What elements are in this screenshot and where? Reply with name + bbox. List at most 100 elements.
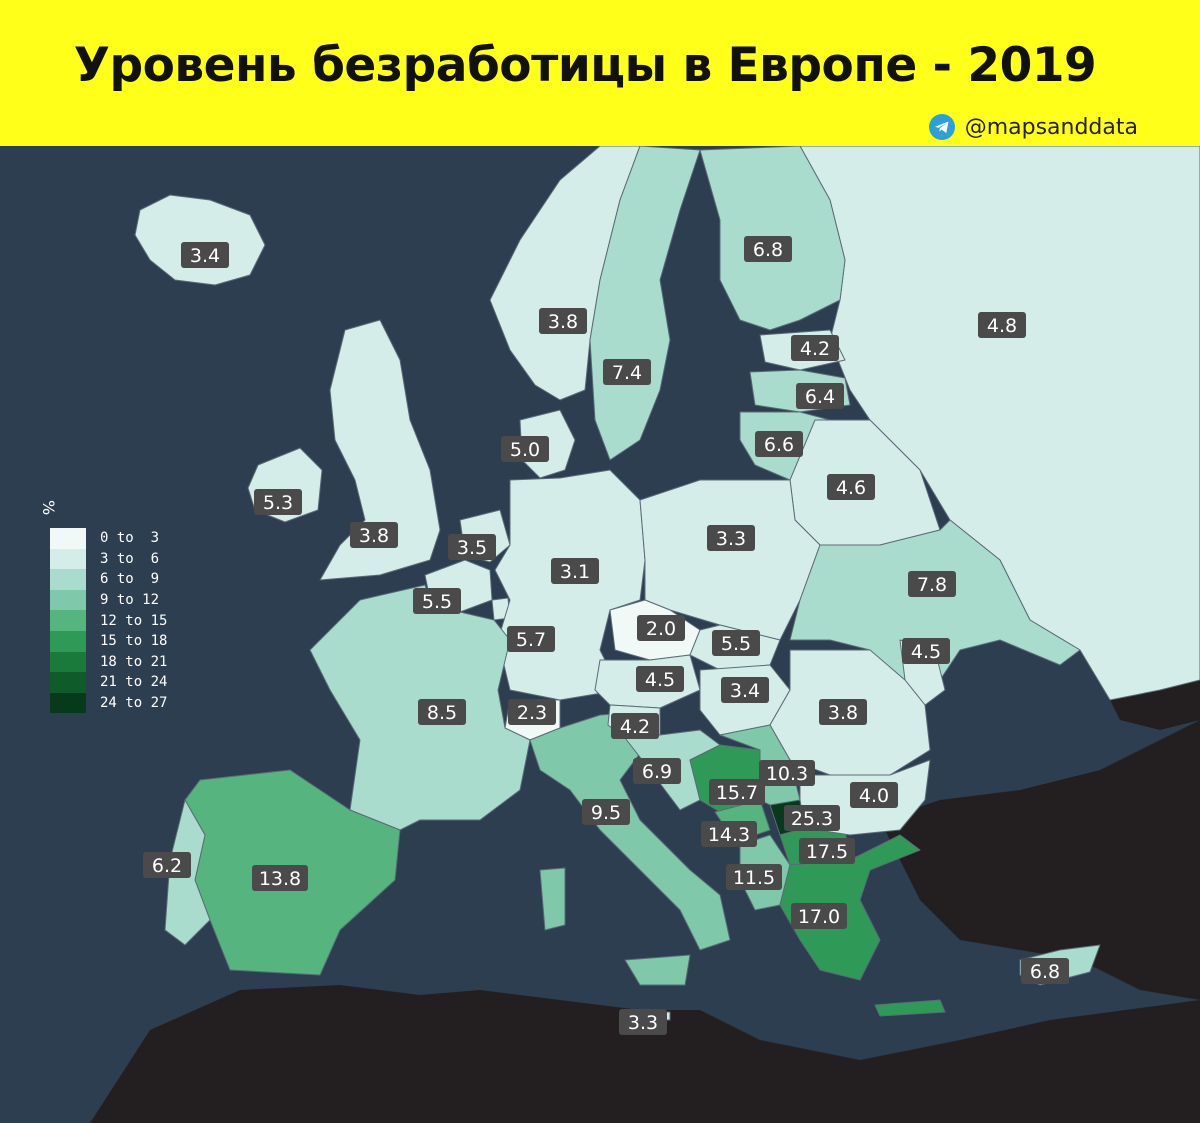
- legend-label: 12 to 15: [100, 612, 168, 629]
- value-label-ireland: 5.3: [254, 489, 302, 515]
- value-label-belgium: 5.5: [413, 588, 461, 614]
- value-label-bosnia: 15.7: [709, 779, 765, 805]
- value-label-bg: [799, 838, 855, 864]
- legend-label: 15 to 18: [100, 633, 168, 650]
- value-label-text: 5.5: [422, 591, 452, 613]
- legend-swatch: [50, 692, 86, 714]
- value-label-bg: [252, 865, 308, 891]
- value-label-bg: [611, 713, 659, 739]
- value-label-italy: 9.5: [582, 799, 630, 825]
- value-label-text: 10.3: [766, 763, 808, 785]
- value-label-text: 4.6: [836, 477, 866, 499]
- legend-label: 3 to 6: [100, 550, 160, 567]
- value-label-poland: 3.3: [707, 525, 755, 551]
- value-label-text: 3.3: [716, 528, 746, 550]
- value-label-text: 8.5: [427, 702, 457, 724]
- value-label-text: 3.4: [730, 680, 760, 702]
- value-label-text: 4.8: [987, 315, 1017, 337]
- value-label-text: 7.8: [917, 574, 947, 596]
- value-label-bg: [902, 638, 950, 664]
- legend-swatch: [50, 548, 86, 570]
- value-label-bg: [791, 335, 839, 361]
- legend-label: 0 to 3: [100, 530, 160, 547]
- value-label-bg: [539, 308, 587, 334]
- value-label-text: 6.2: [152, 855, 182, 877]
- value-label-text: 4.2: [620, 716, 650, 738]
- value-label-cyprus: 6.8: [1021, 958, 1069, 984]
- value-label-bg: [712, 630, 760, 656]
- value-label-text: 17.5: [806, 841, 848, 863]
- country-poland: [639, 479, 821, 641]
- legend-item: 6 to 9: [50, 569, 167, 590]
- value-label-greece: 17.0: [791, 903, 847, 929]
- value-label-bg: [791, 903, 847, 929]
- value-label-text: 9.5: [591, 802, 621, 824]
- country-crete: [874, 999, 946, 1017]
- value-label-text: 6.4: [805, 386, 835, 408]
- value-label-bg: [637, 615, 685, 641]
- value-label-montenegro: 14.3: [701, 821, 757, 847]
- value-label-russia: 4.8: [978, 312, 1026, 338]
- value-label-text: 3.8: [359, 525, 389, 547]
- value-label-bg: [827, 474, 875, 500]
- legend-swatch: [50, 589, 86, 611]
- value-label-bg: [707, 525, 755, 551]
- value-label-iceland: 3.4: [181, 242, 229, 268]
- legend-item: 3 to 6: [50, 548, 167, 570]
- value-label-text: 3.8: [548, 311, 578, 333]
- country-greece: [779, 834, 921, 981]
- value-label-bg: [418, 699, 466, 725]
- value-label-bg: [501, 436, 549, 462]
- value-label-bg: [701, 821, 757, 847]
- value-label-text: 13.8: [259, 868, 301, 890]
- value-label-text: 3.8: [828, 702, 858, 724]
- legend-rows: 0 to 3 3 to 6 6 to 9 9 to 12 12 to 15 15 to 1…: [50, 528, 168, 714]
- value-label-text: 4.0: [859, 785, 889, 807]
- value-label-bg: [254, 489, 302, 515]
- value-label-uk: 3.8: [350, 522, 398, 548]
- value-label-bg: [619, 1009, 667, 1035]
- value-labels: 3.4 3.8 7.4 6.8 4.8 4.2 6.4 6.6 5.0 5.3 3.8 3.5 5.5 3…: [143, 236, 1069, 1035]
- value-label-estonia: 4.2: [791, 335, 839, 361]
- value-label-bg: [978, 312, 1026, 338]
- value-label-text: 17.0: [798, 906, 840, 928]
- value-label-bg: [508, 699, 556, 725]
- value-label-bg: [819, 699, 867, 725]
- value-label-text: 4.2: [800, 338, 830, 360]
- caucasus: [1110, 680, 1200, 730]
- value-label-czechia: 2.0: [637, 615, 685, 641]
- value-label-bg: [413, 588, 461, 614]
- value-label-bg: [582, 799, 630, 825]
- value-label-bg: [759, 760, 815, 786]
- value-label-bg: [143, 852, 191, 878]
- country-sicily: [624, 954, 691, 986]
- value-label-switzerland: 2.3: [508, 699, 556, 725]
- value-label-norway: 3.8: [539, 308, 587, 334]
- legend-item: 21 to 24: [50, 672, 167, 693]
- legend-item: 9 to 12: [50, 589, 167, 611]
- legend-item: 0 to 3: [50, 528, 167, 549]
- value-label-bulgaria: 4.0: [850, 782, 898, 808]
- legend-label: 18 to 21: [100, 653, 168, 670]
- value-label-text: 5.0: [510, 439, 540, 461]
- legend-swatch: [50, 610, 86, 631]
- value-label-romania: 3.8: [819, 699, 867, 725]
- legend-item: 12 to 15: [50, 610, 167, 631]
- credit-handle: @mapsanddata: [964, 114, 1138, 140]
- value-label-finland: 6.8: [744, 236, 792, 262]
- legend-swatch: [50, 672, 86, 693]
- legend-swatch: [50, 651, 86, 673]
- legend-item: 15 to 18: [50, 630, 168, 652]
- value-label-text: 6.9: [642, 761, 672, 783]
- value-label-belarus: 4.6: [827, 474, 875, 500]
- value-label-austria: 4.5: [636, 666, 684, 692]
- value-label-bg: [755, 431, 803, 457]
- value-label-text: 2.0: [646, 618, 676, 640]
- value-label-bg: [633, 758, 681, 784]
- credit[interactable]: @mapsanddata: [928, 112, 1138, 142]
- value-label-sweden: 7.4: [603, 359, 651, 385]
- value-label-croatia: 6.9: [633, 758, 681, 784]
- value-label-text: 5.7: [516, 629, 546, 651]
- value-label-bg: [636, 666, 684, 692]
- value-label-serbia: 10.3: [759, 760, 815, 786]
